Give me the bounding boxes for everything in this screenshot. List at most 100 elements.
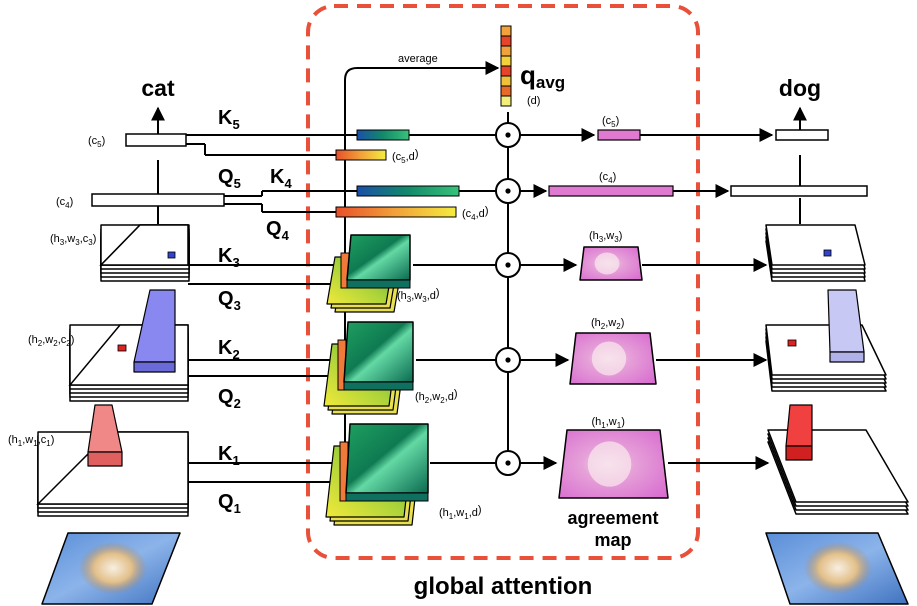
left-l3-label: (h3,w3,c3) <box>50 233 96 247</box>
k2-label: K2 <box>218 337 240 362</box>
label-part: h <box>12 434 18 446</box>
left-l2-marker <box>117 344 127 352</box>
q1-label: Q1 <box>218 491 241 516</box>
label-part: 1 <box>46 439 51 448</box>
label-part: ,w <box>429 391 440 403</box>
left-red-projection <box>87 404 123 453</box>
k5-key-vector <box>356 129 410 141</box>
label-part: ,w <box>605 317 616 329</box>
label-part: c <box>92 135 98 147</box>
q5-label: Q5 <box>218 166 241 191</box>
label-part: c <box>466 208 472 220</box>
output-label-dog: dog <box>779 75 821 101</box>
label-part: 5 <box>611 120 616 129</box>
right-blue-projection-base <box>829 351 865 363</box>
right-l3-layer <box>765 224 866 266</box>
output-label-cat: cat <box>141 75 175 101</box>
level1-key-base <box>345 492 429 502</box>
right-red-projection-base <box>785 445 813 461</box>
right-c4-vector <box>730 185 868 197</box>
label-part: 1 <box>18 439 23 448</box>
left-l3-top-face <box>99 224 189 266</box>
label-part: h <box>419 391 425 403</box>
label-part: c <box>60 196 66 208</box>
k5-dim-label: (c5,d) <box>392 148 418 165</box>
left-l1-top-face <box>36 431 189 505</box>
left-l1-label: (h1,w1,c1) <box>8 434 54 448</box>
k4-key-vector <box>356 185 460 197</box>
agree5-label: (c5) <box>602 115 619 129</box>
left-l2-label: (h2,w2,c2) <box>28 334 74 348</box>
right-c5-vector <box>775 129 829 141</box>
q3-label: Q3 <box>218 288 241 313</box>
q-avg-cell <box>500 95 512 107</box>
k5-label: K5 <box>218 107 240 132</box>
dot-product-icon <box>505 262 511 268</box>
q-avg-dim-label: (d) <box>527 95 540 107</box>
label-part: 3 <box>75 238 80 247</box>
label-part: ,w <box>606 416 617 428</box>
left-c5-label: (c5) <box>88 135 105 149</box>
agree2-map-highlight <box>591 341 627 376</box>
agree3-map-label: (h3,w3) <box>589 230 622 244</box>
global-attention-box <box>306 4 700 560</box>
label-part: 1 <box>33 439 38 448</box>
label-part: ,w <box>453 507 464 519</box>
right-l2-layer <box>765 324 887 376</box>
agreement-label-line2: map <box>594 530 631 550</box>
left-dog-blur <box>79 542 147 594</box>
q-avg-label: qavg <box>520 60 565 92</box>
level3-key-base <box>346 279 411 289</box>
agree3-map-highlight <box>594 252 620 275</box>
q-avg-cell <box>500 85 512 97</box>
agree2-map-label: (h2,w2) <box>591 317 624 331</box>
label-part: ,c <box>38 434 47 446</box>
label-part: 5 <box>97 140 102 149</box>
label-part: ,d <box>469 507 478 519</box>
right-l3-marker <box>823 249 832 257</box>
k3-label: K3 <box>218 245 240 270</box>
label-part: ,w <box>411 290 422 302</box>
right-red-projection <box>785 404 813 447</box>
label-part: 3 <box>422 295 427 304</box>
label-part: ,c <box>80 233 89 245</box>
label-part: ,w <box>603 230 614 242</box>
average-arrow <box>344 61 500 100</box>
global-attention-label: global attention <box>414 573 593 600</box>
label-part: 5 <box>401 156 406 165</box>
left-c4-label: (c4) <box>56 196 73 210</box>
label-part: h <box>595 317 601 329</box>
label-part: 3 <box>88 238 93 247</box>
right-l2-marker <box>787 339 797 347</box>
agreement-c4-vector <box>548 185 674 197</box>
q-avg-cell <box>500 25 512 37</box>
label-part: 3 <box>599 235 604 244</box>
label-part: 2 <box>616 322 621 331</box>
label-part: h <box>443 507 449 519</box>
label-part: c <box>603 171 609 183</box>
label-part: 1 <box>601 421 606 430</box>
agree1-map-label: (h1,w1) <box>592 416 625 430</box>
dot-product-icon <box>505 460 511 466</box>
label-part: 2 <box>66 339 71 348</box>
k1-dim-label: (h1,w1,d) <box>439 504 482 521</box>
label-part: ,d <box>406 151 415 163</box>
right-blue-projection <box>827 289 865 353</box>
label-part: c <box>606 115 612 127</box>
label-part: h <box>595 416 601 428</box>
label-part: 4 <box>471 213 476 222</box>
label-part: 1 <box>449 512 454 521</box>
q2-label: Q2 <box>218 386 241 411</box>
label-part: ,d <box>427 290 436 302</box>
label-part: 3 <box>614 235 619 244</box>
label-part: ,w <box>42 334 53 346</box>
level2-key-square <box>343 321 414 383</box>
label-part: c <box>396 151 402 163</box>
q-avg-cell <box>500 45 512 57</box>
dot-product-icon <box>505 357 511 363</box>
left-blue-projection-base <box>133 361 176 373</box>
dot-product-icon <box>505 132 511 138</box>
label-part: 2 <box>440 396 445 405</box>
label-part: 1 <box>464 512 469 521</box>
